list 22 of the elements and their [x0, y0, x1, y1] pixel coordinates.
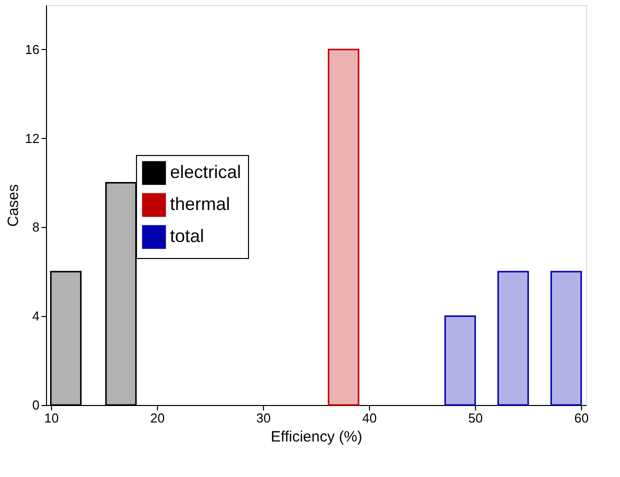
- y-tick-label: 4: [32, 308, 40, 324]
- bar: [105, 182, 137, 406]
- legend-label: total: [170, 226, 204, 246]
- legend-label: thermal: [170, 194, 230, 214]
- x-tick-label: 10: [44, 410, 59, 426]
- bar: [50, 270, 82, 406]
- y-tick-label: 12: [25, 130, 40, 146]
- x-tick-label: 30: [256, 410, 271, 426]
- x-tick-label: 60: [574, 410, 589, 426]
- x-tick-label: 20: [150, 410, 165, 426]
- x-tick-label: 50: [468, 410, 483, 426]
- bar: [444, 315, 476, 406]
- y-tick-label: 0: [32, 398, 40, 412]
- y-tick-label: 8: [32, 220, 40, 235]
- y-axis-title: Cases: [5, 184, 22, 227]
- bar: [497, 270, 529, 406]
- bar: [328, 48, 360, 406]
- y-tick-label: 16: [25, 42, 40, 57]
- x-tick-label: 40: [362, 410, 377, 426]
- legend-label: electrical: [170, 162, 242, 182]
- bar: [550, 270, 582, 406]
- x-axis-title: Efficiency (%): [270, 428, 362, 446]
